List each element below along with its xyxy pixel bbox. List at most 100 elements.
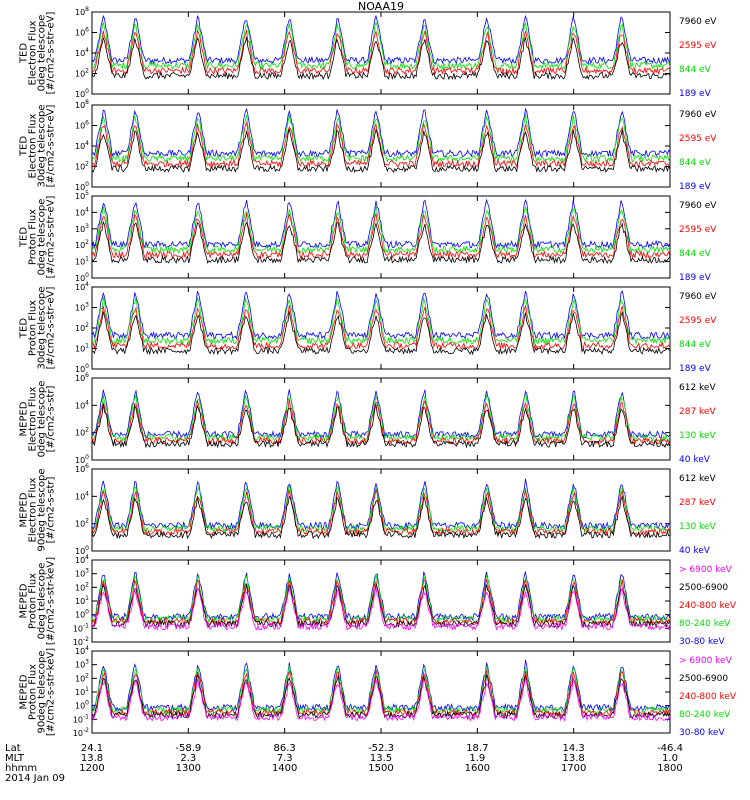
y-tick-label: 108 [75,6,89,17]
series-group [92,389,670,449]
series-line [92,311,670,356]
x-row-value: 24.1 [81,743,103,754]
series-line [92,305,670,351]
y-tick-label: 103 [75,223,89,234]
legend-entry: 7960 eV [679,292,717,302]
y-axis-label: TEDProton Flux0deg telescope[#/cm2-s-str… [19,196,57,279]
y-tick-label: 100 [75,272,89,283]
legend-entry: 612 keV [679,474,716,484]
legend-entry: 7960 eV [679,201,717,211]
y-tick-label: 10-1 [73,713,89,724]
legend-entry: 130 keV [679,431,716,441]
panel-4: 100 101 102 103 104 TEDProton Flux30deg teles… [19,281,718,374]
series-line [92,296,670,345]
series-group [92,478,670,540]
y-tick-label: 10-2 [73,727,89,738]
y-tick-label: 104 [75,645,89,656]
series-line [92,205,670,255]
series-line [92,659,670,713]
series-line [92,121,670,169]
y-tick-label: 101 [75,686,89,697]
y-tick-label: 100 [75,609,89,620]
panel-6: 100 102 104 106 MEPEDElectron Flux90deg tele… [19,463,717,556]
legend-entry: 2595 eV [679,134,717,144]
panel-frame [91,377,671,461]
y-tick-label: 102 [75,239,89,250]
legend-entry: 240-800 keV [679,692,737,702]
y-tick-label: 100 [75,545,89,556]
series-line [92,573,670,624]
x-row-value: 1.9 [469,753,485,764]
x-row-value: 1700 [561,763,586,774]
y-tick-label: 102 [75,322,89,333]
x-row-value: 1300 [176,763,201,774]
x-row-value: 18.7 [466,743,488,754]
legend-entry: 2595 eV [679,225,717,235]
series-group [92,659,670,722]
legend-entry: 844 eV [679,158,712,168]
y-tick-label: 102 [75,161,89,172]
panel-3: 100 101 102 103 104 105 TEDProton Flux0deg tel… [19,190,718,283]
y-tick-label: 105 [75,190,89,201]
y-tick-label: 100 [75,700,89,711]
y-tick-label: 104 [75,554,89,565]
x-row-value: 13.8 [563,753,585,764]
y-axis-label: MEPEDElectron Flux90deg telescope[#/cm2-… [19,468,57,551]
x-row-value: 14.3 [563,743,585,754]
panel-8: 10-2 10-1 100 101 102 103 104 MEPEDProton Flux9… [19,645,737,738]
y-tick-label: 104 [75,206,89,217]
series-line [92,404,670,449]
series-line [92,107,670,158]
y-tick-label: 104 [75,47,89,58]
x-row-value: 13.5 [370,753,392,764]
y-tick-label: 106 [75,120,89,131]
y-tick-label: 100 [75,363,89,374]
x-row-value: 1.0 [662,753,678,764]
legend-entry: 40 keV [679,546,711,556]
y-axis-label: TEDElectron Flux30deg telescope[#/cm2-s-… [19,104,57,187]
y-tick-label: 100 [75,181,89,192]
panel-1: 100 102 104 106 108 TEDElectron Flux0deg tele… [19,6,718,99]
y-tick-label: 102 [75,518,89,529]
series-line [92,14,670,65]
y-tick-label: 104 [75,140,89,151]
legend-entry: > 6900 keV [679,656,733,666]
y-tick-label: 104 [75,399,89,410]
legend-entry: 2500-6900 [679,583,728,593]
y-tick-label: 106 [75,463,89,474]
series-line [92,393,670,443]
y-tick-label: 103 [75,302,89,313]
series-line [92,36,670,81]
x-row-value: -46.4 [657,743,683,754]
series-line [92,478,670,531]
series-line [92,586,670,632]
series-line [92,221,670,265]
y-axis-label: TEDProton Flux30deg telescope[#/cm2-s-st… [19,286,57,369]
y-tick-label: 101 [75,343,89,354]
legend-entry: 189 eV [679,89,712,99]
series-group [92,290,670,356]
x-row-value: -58.9 [175,743,201,754]
x-row-label: MLT [5,753,25,764]
y-axis-label: MEPEDElectron Flux0deg telescope[#/cm2-s… [19,381,57,458]
legend-entry: 7960 eV [679,110,717,120]
legend-entry: 2500-6900 [679,674,728,684]
legend-entry: 612 keV [679,383,716,393]
date-label: 2014 Jan 09 [5,773,65,784]
y-axis-label: MEPEDProton Flux90deg telescope[#/cm2-s-… [19,648,57,736]
y-tick-label: 102 [75,581,89,592]
legend-entry: 2595 eV [679,41,717,51]
legend-entry: 80-240 keV [679,619,731,629]
legend-entry: 844 eV [679,340,712,350]
y-tick-label: 106 [75,372,89,383]
series-line [92,495,670,540]
x-row-label: Lat [5,743,21,754]
legend-entry: 2595 eV [679,316,717,326]
panel-5: 100 102 104 106 MEPEDElectron Flux0deg teles… [19,372,717,465]
y-tick-label: 103 [75,659,89,670]
y-tick-label: 101 [75,595,89,606]
series-line [92,112,670,164]
series-line [92,583,670,629]
series-line [92,290,670,340]
x-row-value: 7.3 [277,753,293,764]
